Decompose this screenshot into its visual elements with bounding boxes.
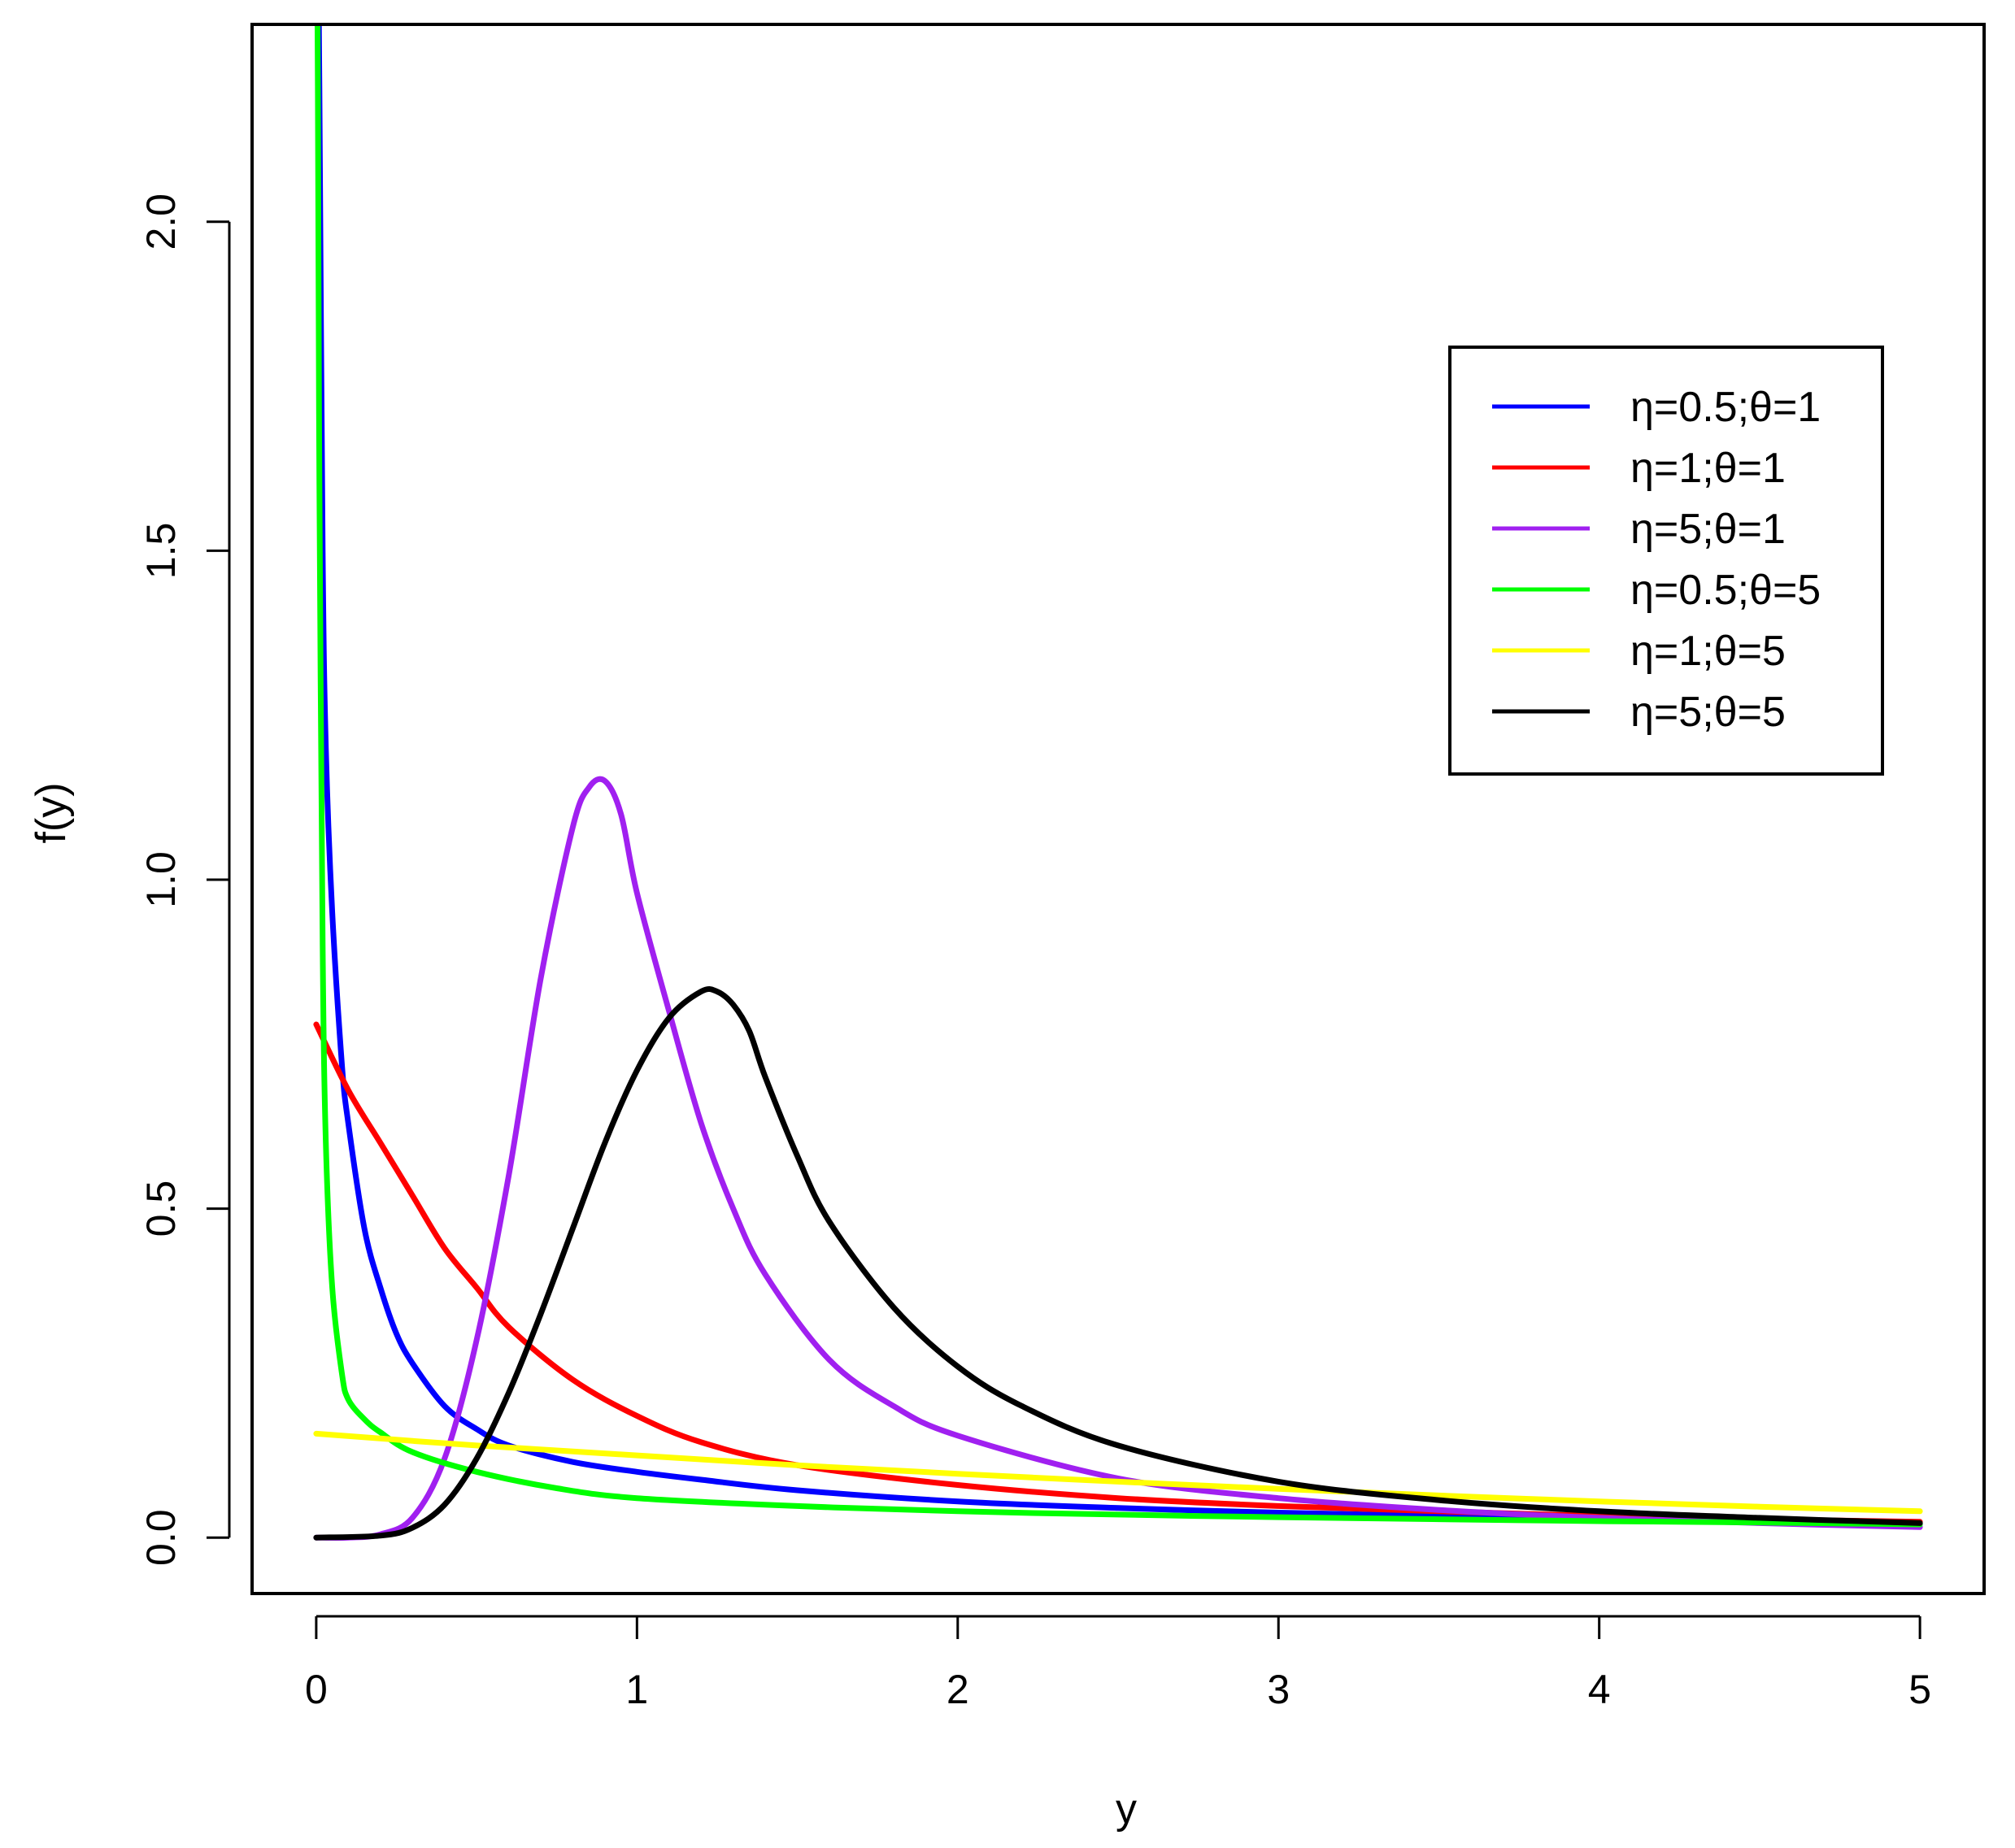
legend: η=0.5;θ=1 η=1;θ=1 η=5;θ=1 η=0.5;θ=5 η=1;θ=5 η… — [1448, 346, 1884, 776]
legend-box — [1448, 346, 1884, 776]
y-tick-label: 1.5 — [138, 523, 184, 580]
x-tick-label: 0 — [305, 1667, 328, 1712]
series-line-3 — [313, 776, 1923, 1541]
legend-label: η=5;θ=5 — [1630, 689, 1786, 736]
series-line-6 — [313, 986, 1923, 1541]
series-line-5 — [313, 1430, 1923, 1515]
series-layer — [313, 24, 1923, 1541]
legend-label: η=1;θ=1 — [1630, 445, 1786, 492]
x-axis-title: y — [1116, 1785, 1137, 1833]
series-line-1 — [316, 24, 1923, 1527]
y-axis-title: f(y) — [28, 782, 75, 843]
y-tick-label: 1.0 — [138, 851, 184, 908]
y-axis: 0.0 0.5 1.0 1.5 2.0 — [138, 193, 231, 1566]
legend-label: η=1;θ=5 — [1630, 628, 1786, 675]
plot-frame — [250, 23, 1986, 1595]
x-axis: 0 1 2 3 4 5 — [305, 1615, 1931, 1712]
y-tick-label: 0.5 — [138, 1181, 184, 1237]
x-tick-label: 4 — [1588, 1667, 1611, 1712]
x-tick-label: 5 — [1908, 1667, 1931, 1712]
series-line-4 — [315, 24, 1923, 1528]
legend-label: η=5;θ=1 — [1630, 506, 1786, 553]
legend-label: η=0.5;θ=5 — [1630, 567, 1821, 614]
y-tick-label: 2.0 — [138, 193, 184, 250]
x-tick-label: 2 — [947, 1667, 969, 1712]
x-tick-label: 1 — [625, 1667, 648, 1712]
y-tick-label: 0.0 — [138, 1509, 184, 1566]
legend-label: η=0.5;θ=1 — [1630, 384, 1821, 431]
x-tick-label: 3 — [1267, 1667, 1290, 1712]
